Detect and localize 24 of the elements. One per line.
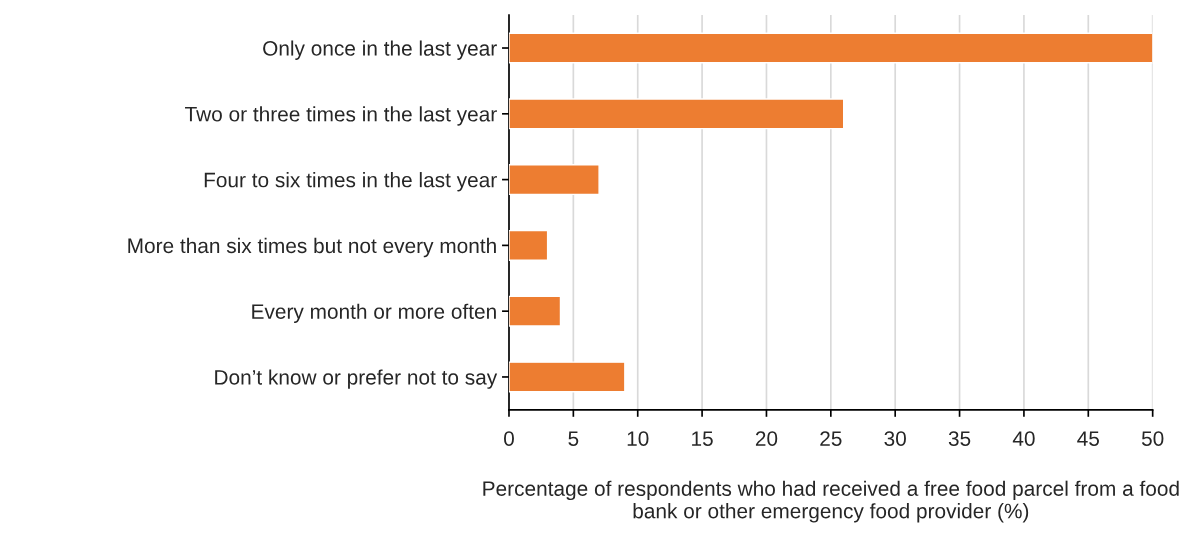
x-tick-label: 25 xyxy=(820,431,842,446)
x-tick-label: 50 xyxy=(1141,431,1164,446)
x-tick-label: 5 xyxy=(568,431,579,446)
y-tick-label: Every month or more often xyxy=(252,303,496,324)
y-tick-label: Four to six times in the last year xyxy=(204,172,497,192)
x-tick-label: 45 xyxy=(1077,431,1100,446)
x-tick-label: 30 xyxy=(884,431,906,446)
bar xyxy=(508,229,549,261)
y-tick-label: Two or three times in the last year xyxy=(185,106,497,126)
x-tick-label: 20 xyxy=(755,431,778,446)
bar xyxy=(508,295,562,327)
y-tick-label: Only once in the last year xyxy=(263,40,497,60)
bar xyxy=(508,361,626,393)
y-tick-label: Don’t know or prefer not to say xyxy=(215,369,498,389)
x-tick-label: 40 xyxy=(1012,431,1035,446)
bar xyxy=(508,32,1153,64)
x-tick-label: 10 xyxy=(627,431,649,446)
x-tick-label: 35 xyxy=(948,431,971,446)
y-tick-label: More than six times but not every month xyxy=(128,237,496,258)
x-tick-label: 0 xyxy=(504,431,514,446)
bar xyxy=(508,98,845,130)
bar xyxy=(508,164,600,196)
x-tick-label: 15 xyxy=(692,431,713,446)
x-axis-title: Percentage of respondents who had received a free food parcel from a food bank or other emergency food provider (%) xyxy=(483,480,1179,523)
